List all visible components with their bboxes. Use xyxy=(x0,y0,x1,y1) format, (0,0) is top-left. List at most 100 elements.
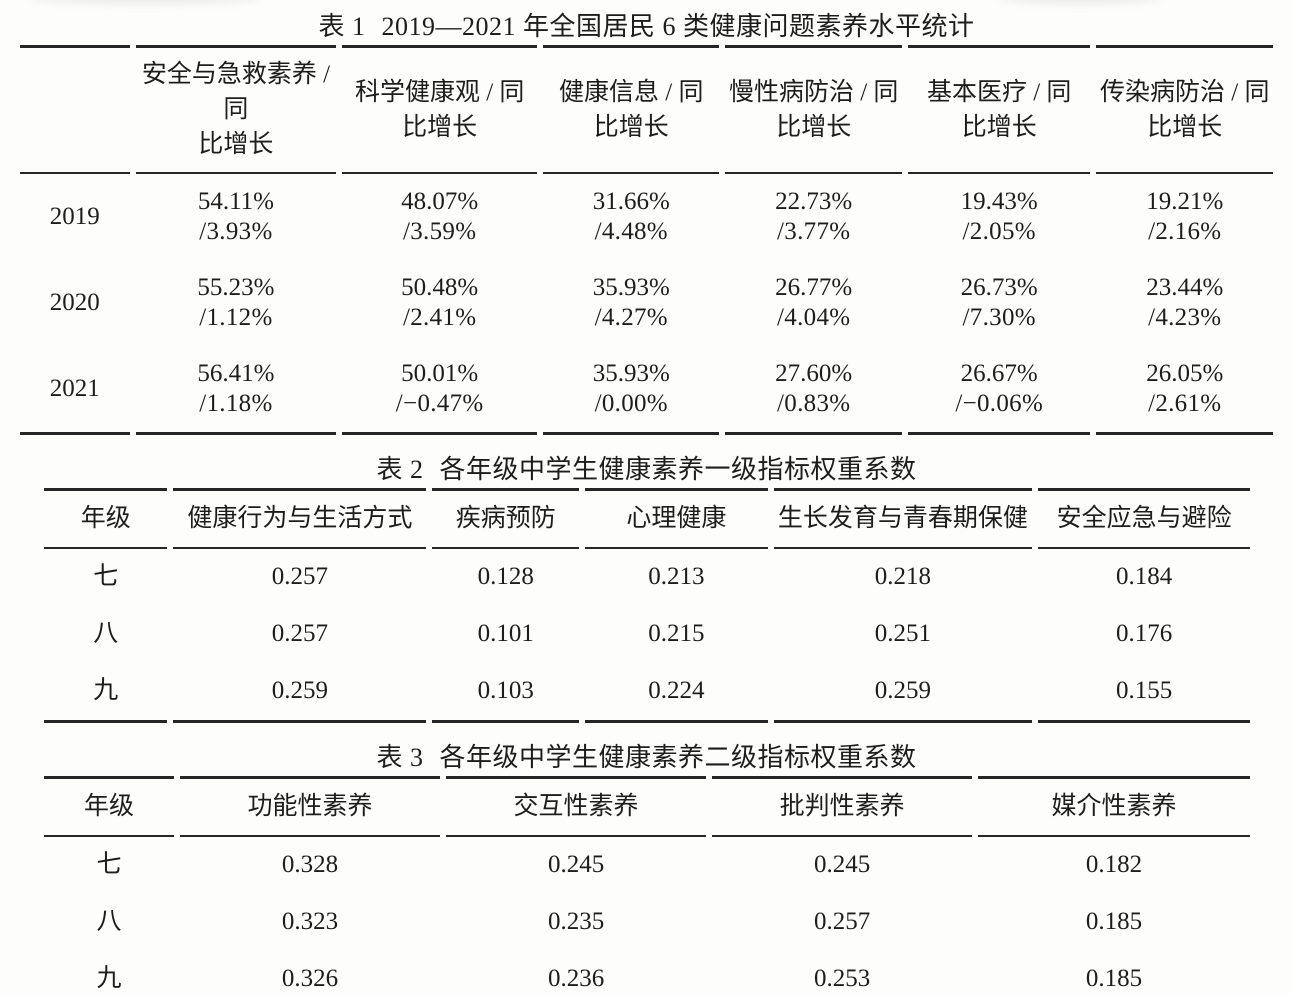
table1-row-2021: 2021 56.41% /1.18% 50.01% /−0.47% 35.93%… xyxy=(20,346,1273,435)
t2-cell: 0.259 xyxy=(773,663,1033,723)
t1-header-col4-line1: 慢性病防治 / 同 xyxy=(728,78,899,106)
t1-cell-growth: /2.41% xyxy=(403,304,477,331)
t3-cell: 0.236 xyxy=(446,951,706,994)
t1-cell: 50.01% /−0.47% xyxy=(342,346,538,435)
t1-cell-value: 23.44% xyxy=(1146,274,1224,301)
table2: 年级 健康行为与生活方式 疾病预防 心理健康 生长发育与青春期保健 安全应急与避… xyxy=(38,488,1256,723)
table3-row-grade9: 九 0.326 0.236 0.253 0.185 xyxy=(44,951,1250,994)
t1-cell-growth: /4.27% xyxy=(594,304,668,331)
table3-header-row: 年级 功能性素养 交互性素养 批判性素养 媒介性素养 xyxy=(44,776,1250,837)
t2-cell: 0.215 xyxy=(648,620,705,647)
table2-row-grade7: 七 0.257 0.128 0.213 0.218 0.184 xyxy=(44,549,1250,606)
t1-cell-value: 26.05% xyxy=(1146,360,1224,387)
t1-cell-growth: /−0.47% xyxy=(395,390,484,417)
t2-grade: 八 xyxy=(93,620,119,647)
t1-cell-value: 22.73% xyxy=(775,188,853,215)
t1-cell-growth: /−0.06% xyxy=(955,390,1044,417)
t2-grade: 九 xyxy=(44,663,168,723)
t2-header-col2: 疾病预防 xyxy=(432,488,580,549)
t1-cell-value: 27.60% xyxy=(775,360,853,387)
t1-cell-growth: /4.04% xyxy=(777,304,851,331)
t2-header-col3: 心理健康 xyxy=(585,488,768,549)
table2-caption-text: 各年级中学生健康素养一级指标权重系数 xyxy=(439,455,917,484)
t1-header-col2: 科学健康观 / 同 比增长 xyxy=(342,45,538,174)
t1-header-col1-line2: 比增长 xyxy=(198,131,274,158)
t1-cell-value: 50.01% xyxy=(401,360,479,387)
t3-header-col1: 功能性素养 xyxy=(180,776,441,837)
table2-caption-label: 表 2 xyxy=(376,455,424,484)
table1-caption: 表 1 2019—2021 年全国居民 6 类健康问题素养水平统计 xyxy=(0,0,1293,45)
t1-header-col6-line2: 比增长 xyxy=(1147,113,1223,141)
t1-cell-growth: /2.05% xyxy=(962,218,1036,245)
t1-cell: 54.11% /3.93% xyxy=(136,174,337,260)
t1-cell-value: 35.93% xyxy=(592,360,670,387)
t1-header-col3-line2: 比增长 xyxy=(593,113,669,141)
t1-cell: 19.21% /2.16% xyxy=(1096,174,1273,260)
t3-cell: 0.245 xyxy=(813,851,871,878)
t3-header-col3: 批判性素养 xyxy=(712,776,973,837)
t3-grade: 八 xyxy=(96,908,122,935)
t1-cell: 22.73% /3.77% xyxy=(725,174,901,260)
table3-caption-text: 各年级中学生健康素养二级指标权重系数 xyxy=(439,743,917,772)
t1-cell: 50.48% /2.41% xyxy=(342,260,537,346)
t1-cell-value: 35.93% xyxy=(592,274,670,301)
t1-header-col1: 安全与急救素养 / 同 比增长 xyxy=(135,45,337,174)
t1-cell-value: 55.23% xyxy=(197,274,275,301)
t3-grade: 九 xyxy=(44,951,174,994)
t1-header-col2-line1: 科学健康观 / 同 xyxy=(354,78,525,106)
t2-cell: 0.101 xyxy=(477,620,534,647)
t1-cell-value: 56.41% xyxy=(197,360,275,387)
t2-cell: 0.257 xyxy=(271,620,328,647)
table1: 安全与急救素养 / 同 比增长 科学健康观 / 同 比增长 健康信息 / 同 比… xyxy=(14,45,1279,435)
t1-header-col5-line1: 基本医疗 / 同 xyxy=(926,78,1072,106)
t1-header-col2-line2: 比增长 xyxy=(402,113,478,141)
t2-cell: 0.251 xyxy=(874,620,932,647)
table3-row-grade8: 八 0.323 0.235 0.257 0.185 xyxy=(44,894,1250,951)
t2-cell: 0.257 xyxy=(271,563,328,590)
t1-cell: 23.44% /4.23% xyxy=(1096,260,1273,346)
table3-row-grade7: 七 0.328 0.245 0.245 0.182 xyxy=(44,837,1250,894)
t1-header-year xyxy=(20,45,130,174)
t1-cell: 55.23% /1.12% xyxy=(136,260,337,346)
t1-cell: 31.66% /4.48% xyxy=(543,174,719,260)
t3-cell: 0.182 xyxy=(1085,851,1143,878)
t1-cell-value: 31.66% xyxy=(592,188,670,215)
t2-cell: 0.128 xyxy=(477,563,534,590)
t1-cell-growth: /2.16% xyxy=(1148,218,1222,245)
t1-header-col6: 传染病防治 / 同 比增长 xyxy=(1096,45,1273,174)
t1-cell-growth: /0.00% xyxy=(594,390,668,417)
t2-cell: 0.155 xyxy=(1038,663,1250,723)
t2-cell: 0.218 xyxy=(874,563,932,590)
t2-header-col1: 健康行为与生活方式 xyxy=(173,488,427,549)
t1-cell-growth: /4.48% xyxy=(594,218,668,245)
t1-cell-value: 54.11% xyxy=(197,188,274,215)
t3-cell: 0.185 xyxy=(1085,908,1143,935)
t2-cell: 0.176 xyxy=(1116,620,1173,647)
t1-cell: 19.43% /2.05% xyxy=(908,174,1091,260)
t1-header-col5-line2: 比增长 xyxy=(961,113,1037,141)
t2-cell: 0.184 xyxy=(1116,563,1173,590)
t3-header-grade: 年级 xyxy=(44,776,175,837)
t2-cell: 0.224 xyxy=(585,663,768,723)
table2-header-row: 年级 健康行为与生活方式 疾病预防 心理健康 生长发育与青春期保健 安全应急与避… xyxy=(44,488,1250,549)
t1-cell: 27.60% /0.83% xyxy=(725,346,902,435)
t1-cell-growth: /3.59% xyxy=(403,218,477,245)
t3-cell: 0.235 xyxy=(547,908,605,935)
t1-cell-growth: /0.83% xyxy=(777,390,851,417)
t3-cell: 0.185 xyxy=(978,951,1250,994)
t1-cell: 48.07% /3.59% xyxy=(342,174,537,260)
t1-cell: 26.05% /2.61% xyxy=(1096,346,1273,435)
t1-cell-value: 26.77% xyxy=(775,274,853,301)
t1-header-col1-line1: 安全与急救素养 / 同 xyxy=(141,61,331,123)
t1-cell: 35.93% /0.00% xyxy=(543,346,720,435)
t3-cell: 0.323 xyxy=(281,908,339,935)
t2-cell: 0.259 xyxy=(173,663,427,723)
t2-grade: 七 xyxy=(93,563,119,590)
t3-cell: 0.257 xyxy=(813,908,871,935)
t1-cell-value: 19.43% xyxy=(960,188,1038,215)
table1-row-2020: 2020 55.23% /1.12% 50.48% /2.41% 35.93% … xyxy=(20,260,1273,346)
t1-cell-growth: /2.61% xyxy=(1148,390,1222,417)
t2-cell: 0.103 xyxy=(432,663,580,723)
table1-header-row: 安全与急救素养 / 同 比增长 科学健康观 / 同 比增长 健康信息 / 同 比… xyxy=(20,45,1273,174)
